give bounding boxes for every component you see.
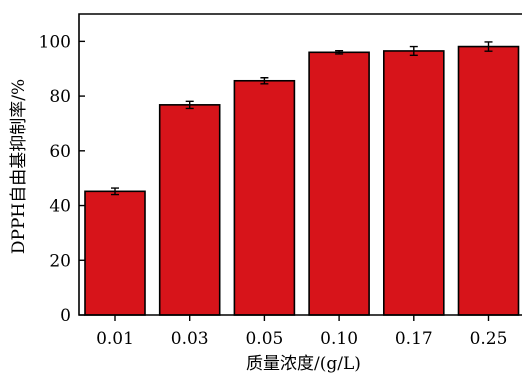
error-bars-layer [111, 41, 493, 196]
x-tick-label: 0.05 [245, 329, 283, 349]
x-tick-label: 0.10 [320, 329, 358, 349]
axis-frame [78, 13, 522, 316]
bar-0.03 [158, 104, 221, 316]
axes-layer [78, 13, 522, 316]
bar-0.25 [457, 45, 520, 316]
y-axis-title: DPPH自由基抑制率/% [9, 79, 29, 254]
x-tick-label: 0.03 [171, 329, 209, 349]
bar-0.01 [84, 190, 146, 316]
error-bar-0.01 [111, 187, 119, 196]
bar-0.17 [382, 50, 445, 316]
error-bar-0.25 [484, 41, 493, 52]
error-bar-0.05 [260, 77, 269, 85]
x-tick-label: 0.01 [96, 329, 134, 349]
y-tick-label: 20 [49, 251, 71, 271]
error-bar-0.03 [185, 100, 194, 110]
x-tick-label: 0.25 [470, 329, 508, 349]
bar-0.10 [308, 51, 370, 316]
y-tick-label: 0 [60, 306, 71, 326]
error-bar-0.17 [409, 45, 418, 57]
y-tick-label: 100 [39, 32, 71, 52]
y-tick-label: 60 [49, 142, 71, 162]
x-axis-title: 质量浓度/(g/L) [246, 354, 361, 374]
error-bar-0.10 [335, 49, 344, 55]
x-tick-label: 0.17 [395, 329, 433, 349]
bar-0.05 [233, 79, 296, 316]
bars-layer [84, 45, 520, 316]
y-tick-label: 40 [49, 197, 71, 217]
x-ticks-layer: 0.01 0.03 0.05 0.10 0.17 0.25 [96, 315, 507, 349]
y-ticks-layer: 0 20 40 60 80 100 [39, 32, 85, 326]
y-tick-label: 80 [49, 87, 71, 107]
